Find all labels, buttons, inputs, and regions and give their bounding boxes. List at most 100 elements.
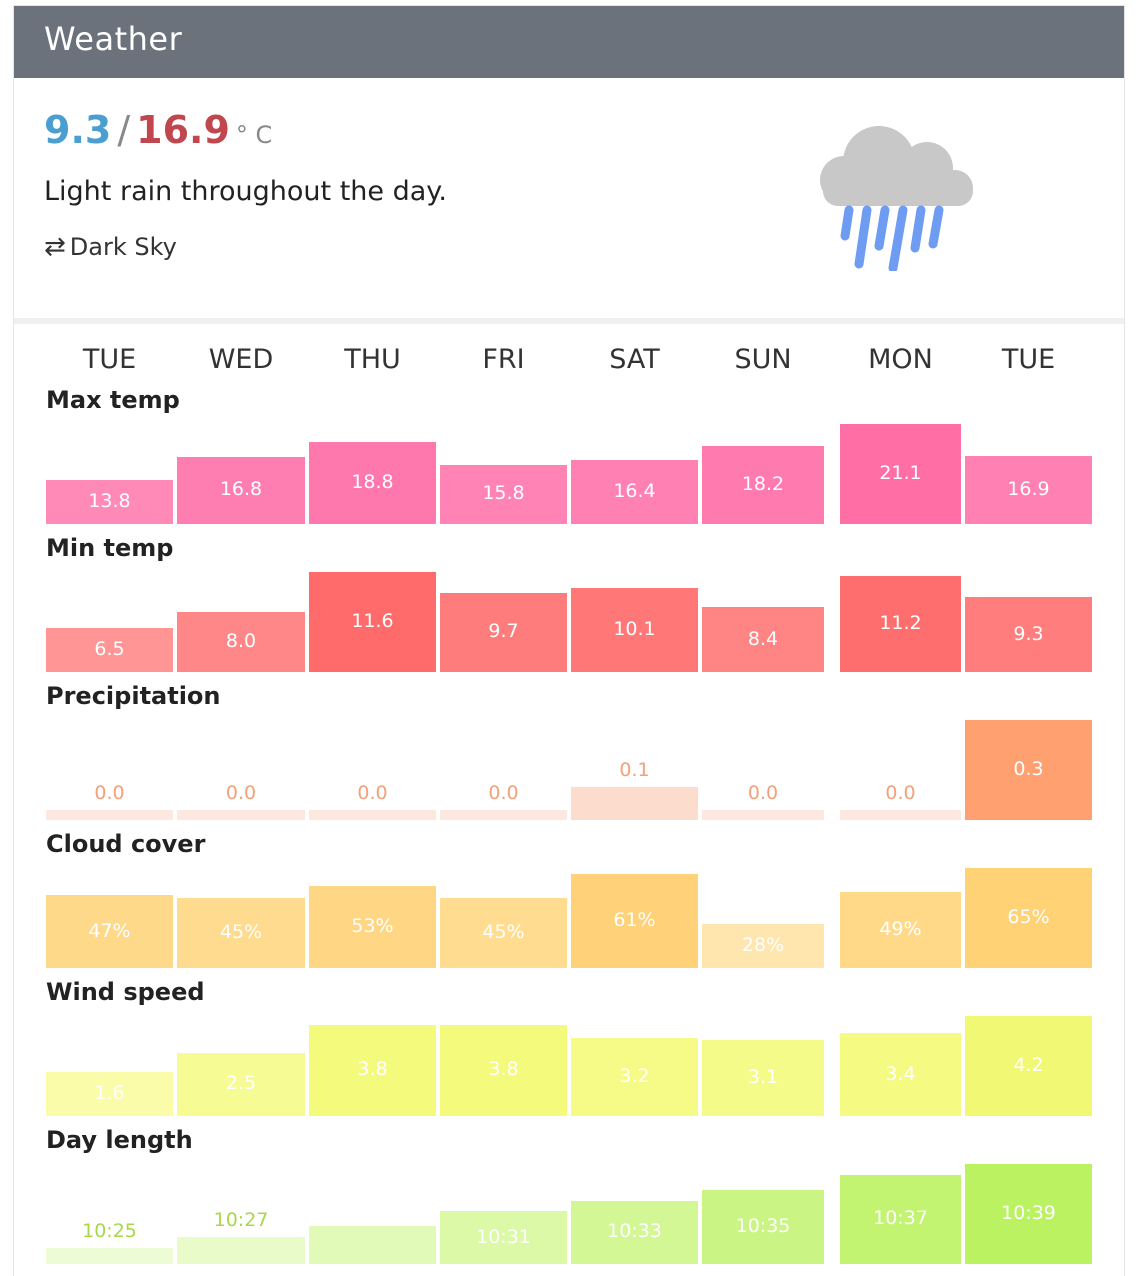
temp-separator: / <box>117 108 131 152</box>
forecast-bar: 0.1 <box>571 759 698 820</box>
bar-value-label: 45% <box>482 921 525 944</box>
bar-value-label: 47% <box>88 919 131 942</box>
forecast-bar: 13.8 <box>46 480 173 524</box>
forecast-bar: 16.8 <box>177 456 305 524</box>
bar-value-label: 65% <box>1007 906 1050 928</box>
bar-value-label: 18.2 <box>741 473 785 496</box>
bar-value-label: 3.8 <box>357 1058 388 1081</box>
forecast-bar: 9.7 <box>440 592 567 672</box>
bar-value-label: 3.2 <box>619 1064 650 1087</box>
bar-value-label: 53% <box>351 915 394 938</box>
forecast-bar: 3.2 <box>571 1037 698 1116</box>
forecast-bar: 1.6 <box>46 1072 173 1116</box>
widget-title: Weather <box>44 20 183 58</box>
bar-value-label: 10:27 <box>213 1209 269 1232</box>
bar-value-label: 4.2 <box>1013 1054 1044 1076</box>
bar-value-label: 10:35 <box>735 1214 791 1237</box>
weather-description: Light rain throughout the day. <box>44 176 447 207</box>
bar-value-label: 10:33 <box>607 1220 662 1243</box>
swap-icon: ⇄ <box>44 232 66 262</box>
forecast-bar: 0.0 <box>309 782 436 820</box>
bar-value-label: 9.7 <box>488 620 519 643</box>
bar-value-label: 6.5 <box>94 638 125 660</box>
forecast-bar: 45% <box>440 898 567 968</box>
low-temp: 9.3 <box>44 108 112 152</box>
forecast-bar: 11.6 <box>309 572 436 672</box>
forecast-bar: 8.4 <box>702 607 824 672</box>
forecast-bar: 10.1 <box>571 588 698 672</box>
section-label-precipitation: Precipitation <box>46 682 221 710</box>
bar-value-label: 10:37 <box>873 1207 928 1230</box>
forecast-bar: 0.0 <box>46 782 173 820</box>
bar-value-label: 16.4 <box>613 480 656 503</box>
forecast-bar: 10:35 <box>702 1189 824 1264</box>
forecast-bar: 28% <box>702 924 824 968</box>
forecast-bar: 8.0 <box>177 611 305 672</box>
forecast-bar: 16.4 <box>571 460 698 524</box>
bar-value-label: 0.3 <box>1013 758 1044 780</box>
bar-value-label: 0.0 <box>94 782 125 804</box>
bar-value-label: 10:31 <box>476 1225 531 1248</box>
source-switch[interactable]: ⇄ Dark Sky <box>44 232 177 262</box>
day-label: TUE <box>82 344 137 375</box>
forecast-bar: 61% <box>571 874 698 968</box>
forecast-bar: 0.0 <box>177 782 305 820</box>
forecast-bar: 4.2 <box>965 1016 1092 1116</box>
forecast-bar: 3.1 <box>702 1039 824 1116</box>
forecast-bar: 0.0 <box>840 782 961 820</box>
bar-value-label: 8.4 <box>747 627 779 650</box>
forecast-bar: 45% <box>177 898 305 968</box>
forecast-bar: 10:37 <box>840 1174 961 1264</box>
day-label: WED <box>208 344 274 375</box>
day-label: SUN <box>734 344 792 375</box>
rain-cloud-icon <box>820 126 973 271</box>
bar-value-label: 15.8 <box>482 482 525 505</box>
forecast-bar: 2.5 <box>177 1052 305 1116</box>
forecast-bar: 49% <box>840 892 961 968</box>
today-summary: 9.3/16.9 ° C Light rain throughout the da… <box>14 78 1124 318</box>
bar-value-label: 11.6 <box>351 610 394 632</box>
bar-value-label: 28% <box>741 934 785 956</box>
forecast-bar: 18.2 <box>702 446 824 524</box>
bar-value-label: 0.0 <box>488 782 519 804</box>
forecast-bar: 53% <box>309 886 436 968</box>
forecast-bar: 10:31 <box>440 1211 567 1264</box>
section-label-max-temp: Max temp <box>46 386 180 414</box>
title-bar: Weather <box>14 6 1124 78</box>
temp-unit: ° C <box>235 121 273 149</box>
section-label-wind-speed: Wind speed <box>46 978 205 1006</box>
high-temp: 16.9 <box>136 108 230 152</box>
forecast-bar: 0.3 <box>965 720 1092 820</box>
bar-value-label: 21.1 <box>879 462 922 484</box>
forecast-bar: 0.0 <box>440 782 567 820</box>
day-label: TUE <box>1001 344 1056 375</box>
forecast-bar: 10:27 <box>177 1209 305 1264</box>
forecast-bar: 65% <box>965 868 1092 968</box>
bar-value-label: 10:29 <box>345 1198 400 1221</box>
forecast-bar: 21.1 <box>840 424 961 524</box>
bar-value-label: 16.9 <box>1007 478 1050 501</box>
weather-widget: Weather 9.3/16.9 ° C Light rain throughou… <box>14 6 1124 1276</box>
bar-value-label: 10:25 <box>82 1220 137 1242</box>
bar-value-label: 10.1 <box>613 618 656 641</box>
forecast-bar: 3.4 <box>840 1033 961 1116</box>
section-label-cloud-cover: Cloud cover <box>46 830 206 858</box>
bar-value-label: 1.6 <box>94 1082 125 1104</box>
forecast-bar: 15.8 <box>440 464 567 524</box>
forecast-bar: 10:33 <box>571 1200 698 1264</box>
temperature-range: 9.3/16.9 ° C <box>44 108 272 152</box>
forecast-bar: 10:29 <box>309 1198 436 1264</box>
bar-value-label: 3.4 <box>885 1062 916 1085</box>
forecast-bar: 0.0 <box>702 782 824 820</box>
bar-value-label: 45% <box>219 921 263 944</box>
bar-value-label: 3.8 <box>488 1058 519 1081</box>
bar-value-label: 0.1 <box>619 758 650 781</box>
bar-value-label: 0.0 <box>357 782 388 804</box>
forecast-bar: 6.5 <box>46 628 173 672</box>
bar-value-label: 9.3 <box>1013 622 1044 645</box>
bar-value-label: 18.8 <box>351 470 394 493</box>
bar-value-label: 49% <box>879 918 922 941</box>
day-label: FRI <box>482 344 525 375</box>
bar-value-label: 0.0 <box>225 782 257 804</box>
forecast-bar: 16.9 <box>965 456 1092 524</box>
